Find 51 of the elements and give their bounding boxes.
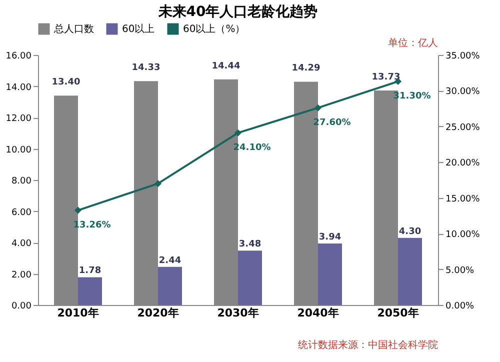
bar — [318, 243, 342, 305]
text: 单位：亿人 — [388, 37, 438, 49]
data-label: 24.10% — [233, 142, 271, 153]
legend-label: 总人口数 — [53, 23, 94, 35]
data-label: 3.48 — [238, 240, 262, 250]
text: 统计数据来源：中国社会科学院 — [298, 339, 438, 351]
data-label: 13.26% — [73, 220, 111, 230]
y-tick-label: 6.00 — [11, 208, 32, 218]
data-label: 14.44 — [212, 61, 240, 72]
y-tick-label: 12.00 — [6, 114, 32, 124]
y2-tick-label: 30.00% — [446, 87, 480, 98]
y-tick-label: 4.00 — [11, 239, 32, 249]
point — [74, 206, 82, 214]
y2-tick-label: 20.00% — [446, 158, 480, 169]
y2-tick-label: 10.00% — [446, 230, 480, 240]
y2-tick-label: 5.00% — [446, 266, 475, 276]
y-tick-label: 16.00 — [6, 52, 32, 62]
legend-label: 60以上（%） — [183, 23, 246, 35]
point — [314, 104, 322, 112]
data-label: 27.60% — [313, 118, 351, 128]
data-label: 14.29 — [292, 64, 320, 74]
data-label: 14.33 — [132, 63, 160, 74]
x-tick-label: 2050年 — [377, 306, 419, 320]
x-tick-label: 2030年 — [217, 306, 259, 320]
x-tick-label: 2040年 — [297, 306, 339, 320]
y-tick-label: 10.00 — [6, 145, 32, 156]
bar — [238, 250, 262, 305]
data-label: 4.30 — [398, 226, 422, 237]
point — [154, 180, 162, 188]
data-label: 2.44 — [158, 256, 182, 266]
y2-tick-label: 0.00% — [446, 302, 475, 312]
data-label: 13.40 — [52, 78, 80, 88]
y2-tick-label: 15.00% — [446, 194, 480, 204]
y2-tick-label: 25.00% — [446, 122, 480, 133]
y-tick-label: 0.00 — [11, 302, 32, 312]
point — [234, 129, 242, 136]
data-label: 1.78 — [78, 266, 102, 276]
y-tick-label: 14.00 — [6, 82, 32, 93]
data-label: 3.94 — [318, 232, 342, 242]
x-tick-label: 2010年 — [57, 306, 99, 320]
data-label: 31.30% — [393, 91, 431, 102]
data-label: 13.73 — [372, 72, 400, 82]
y2-tick-label: 35.00% — [446, 52, 480, 62]
y-tick-label: 8.00 — [11, 176, 32, 186]
bar — [78, 277, 102, 305]
y-tick-label: 2.00 — [11, 270, 32, 280]
bar — [398, 238, 422, 305]
legend-label: 60以上 — [122, 23, 155, 35]
chart-title: 未来40年人口老龄化趋势 — [157, 4, 318, 20]
bar — [158, 266, 182, 305]
x-tick-label: 2020年 — [137, 306, 179, 320]
